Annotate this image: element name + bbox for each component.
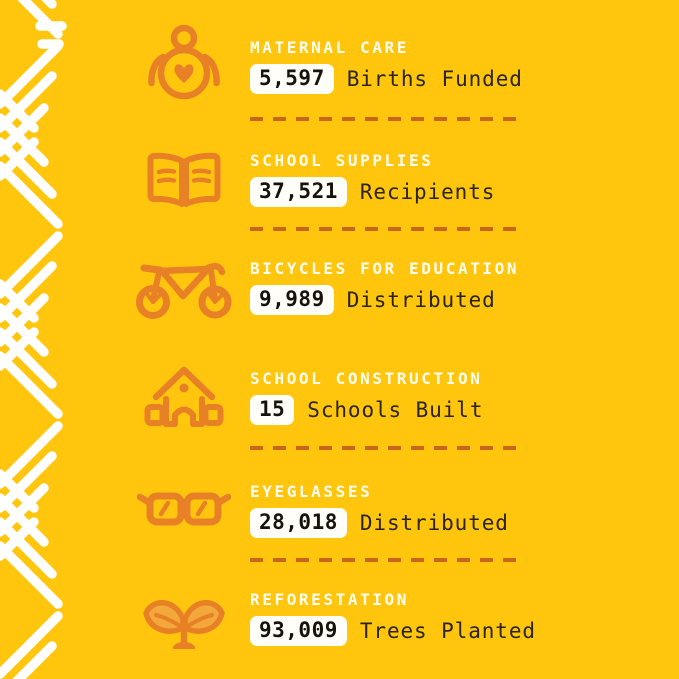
stat-value: 93,009 xyxy=(250,616,347,646)
school-supplies-icon xyxy=(133,149,235,209)
dashed-divider xyxy=(250,117,523,121)
stat-label: Distributed xyxy=(359,511,509,535)
stat-title: BICYCLES FOR EDUCATION xyxy=(250,259,520,278)
stat-row-school-supplies: SCHOOL SUPPLIES 37,521 Recipients xyxy=(133,146,495,212)
stat-value: 15 xyxy=(250,395,295,425)
dashed-divider xyxy=(250,558,523,562)
stat-value: 5,597 xyxy=(250,64,334,94)
stat-title: REFORESTATION xyxy=(250,590,410,609)
school-construction-icon xyxy=(133,363,235,431)
mudcloth-pattern xyxy=(0,0,67,679)
stat-label: Recipients xyxy=(359,180,496,204)
stat-label: Schools Built xyxy=(307,398,484,422)
maternal-care-icon xyxy=(133,24,235,108)
dashed-divider xyxy=(250,227,523,231)
stat-title: MATERNAL CARE xyxy=(250,38,410,57)
stat-value: 9,989 xyxy=(250,285,334,315)
stat-label: Trees Planted xyxy=(359,619,536,643)
stat-value: 37,521 xyxy=(250,177,347,207)
stat-row-maternal-care: MATERNAL CARE 5,597 Births Funded xyxy=(133,24,523,108)
stat-row-reforestation: REFORESTATION 93,009 Trees Planted xyxy=(133,586,536,650)
stat-row-eyeglasses: EYEGLASSES 28,018 Distributed xyxy=(133,480,509,540)
reforestation-icon xyxy=(133,586,235,650)
stat-title: SCHOOL SUPPLIES xyxy=(250,151,434,170)
bicycle-icon xyxy=(133,255,235,319)
stat-title: SCHOOL CONSTRUCTION xyxy=(250,369,483,388)
eyeglasses-icon xyxy=(133,486,235,534)
dashed-divider xyxy=(250,446,523,450)
stat-label: Distributed xyxy=(346,288,496,312)
stat-title: EYEGLASSES xyxy=(250,482,373,501)
stat-row-school-construction: SCHOOL CONSTRUCTION 15 Schools Built xyxy=(133,364,483,430)
stat-value: 28,018 xyxy=(250,508,347,538)
stat-label: Births Funded xyxy=(346,67,523,91)
stat-row-bicycles: BICYCLES FOR EDUCATION 9,989 Distributed xyxy=(133,254,519,320)
